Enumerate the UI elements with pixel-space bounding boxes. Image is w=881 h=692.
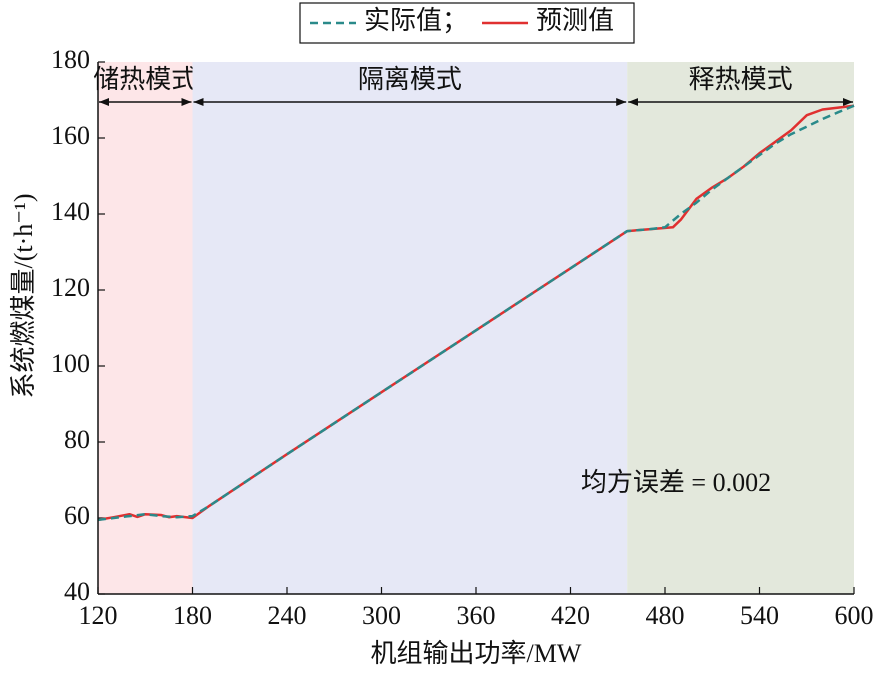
x-tick-label: 240 xyxy=(268,601,307,630)
x-tick-label: 120 xyxy=(79,601,118,630)
x-tick-label: 360 xyxy=(457,601,496,630)
y-tick-label: 60 xyxy=(64,501,90,530)
region xyxy=(98,62,193,594)
x-tick-label: 420 xyxy=(551,601,590,630)
legend-label: 预测值 xyxy=(536,6,614,35)
region xyxy=(192,62,628,594)
series-line xyxy=(97,104,855,522)
region-label: 释热模式 xyxy=(689,65,793,94)
x-tick-label: 180 xyxy=(173,601,212,630)
annotation: 均方误差 = 0.002 xyxy=(581,468,771,497)
y-tick-label: 40 xyxy=(64,577,90,606)
y-tick-label: 80 xyxy=(64,425,90,454)
x-tick-label: 540 xyxy=(740,601,779,630)
region-label: 隔离模式 xyxy=(358,65,462,94)
y-tick-label: 120 xyxy=(51,273,90,302)
x-axis-label: 机组输出功率/MW xyxy=(371,639,582,668)
y-tick-label: 100 xyxy=(51,349,90,378)
x-tick-label: 600 xyxy=(835,601,874,630)
y-tick-label: 140 xyxy=(51,197,90,226)
x-tick-label: 480 xyxy=(646,601,685,630)
legend-label: 实际值； xyxy=(364,6,468,35)
y-tick-label: 160 xyxy=(51,121,90,150)
y-axis-label: 系统燃煤量/(t·h⁻¹) xyxy=(9,194,38,399)
y-tick-label: 180 xyxy=(51,45,90,74)
region-label: 储热模式 xyxy=(93,65,197,94)
region xyxy=(627,62,854,594)
x-tick-label: 300 xyxy=(362,601,401,630)
